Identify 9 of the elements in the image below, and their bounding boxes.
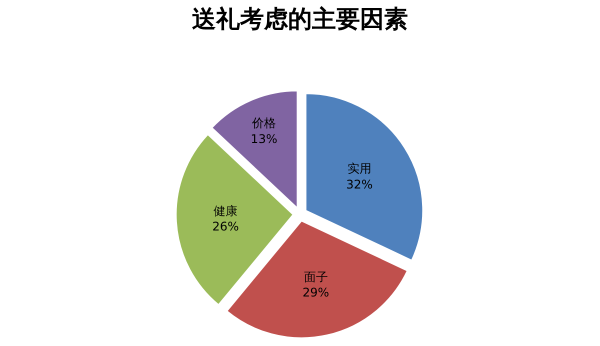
slice-label: 价格 xyxy=(251,116,276,130)
data-label: 26% xyxy=(212,220,239,234)
data-label: 13% xyxy=(250,132,278,146)
data-label: 29% xyxy=(302,285,330,300)
slice-label: 面子 xyxy=(304,270,328,284)
data-label: 32% xyxy=(346,177,373,192)
slice-label: 健康 xyxy=(214,204,238,218)
slice-label: 实用 xyxy=(347,162,372,176)
chart-title: 送礼考虑的主要因素 xyxy=(192,4,408,34)
